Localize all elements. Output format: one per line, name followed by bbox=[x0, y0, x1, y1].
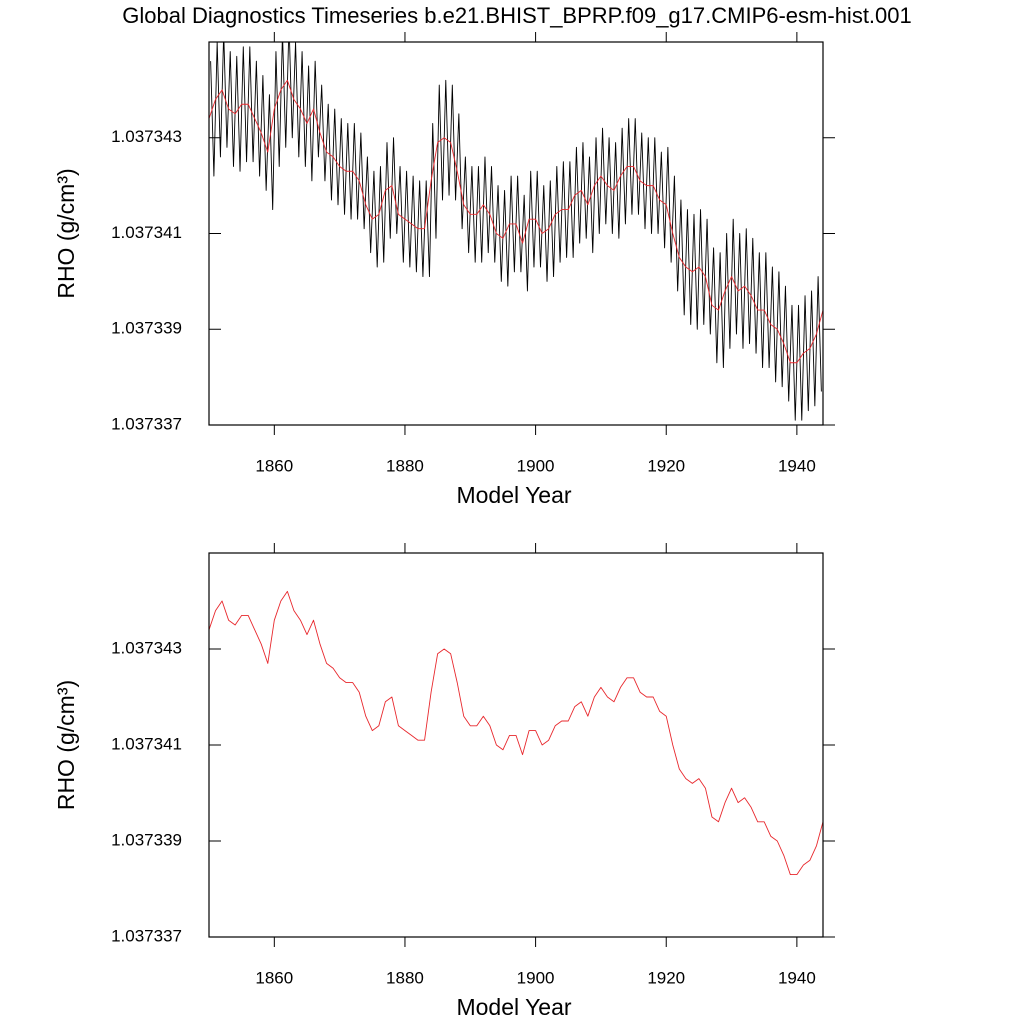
x-tick-label: 1900 bbox=[517, 968, 555, 987]
y-axis-label: RHO (g/cm³) bbox=[53, 680, 79, 810]
x-tick-label: 1880 bbox=[386, 968, 424, 987]
x-tick-label: 1900 bbox=[517, 456, 555, 475]
x-tick-label: 1920 bbox=[647, 456, 685, 475]
y-tick-label: 1.037341 bbox=[111, 734, 182, 753]
series-group bbox=[209, 42, 823, 421]
x-tick-label: 1860 bbox=[255, 968, 293, 987]
y-axis-label: RHO (g/cm³) bbox=[53, 168, 79, 298]
plot-frame bbox=[208, 552, 824, 938]
plot-panel: 1860 1880 1900 1920 1940 1.037337 1.037339 1.03… bbox=[53, 543, 835, 1020]
data-line bbox=[209, 79, 823, 364]
y-tick-label: 1.037339 bbox=[111, 830, 182, 849]
x-tick-label: 1880 bbox=[386, 456, 424, 475]
data-line bbox=[210, 42, 822, 421]
y-tick-label: 1.037337 bbox=[111, 414, 182, 433]
x-tick-label: 1920 bbox=[647, 968, 685, 987]
x-tick-label: 1940 bbox=[778, 968, 816, 987]
y-tick-label: 1.037339 bbox=[111, 319, 182, 338]
x-axis-label: Model Year bbox=[456, 994, 571, 1020]
chart-title: Global Diagnostics Timeseries b.e21.BHIS… bbox=[122, 3, 912, 28]
x-tick-label: 1860 bbox=[255, 456, 293, 475]
y-tick-label: 1.037341 bbox=[111, 223, 182, 242]
y-tick-label: 1.037343 bbox=[111, 638, 182, 657]
y-tick-label: 1.037343 bbox=[111, 127, 182, 146]
series-group bbox=[209, 590, 823, 876]
x-axis-label: Model Year bbox=[456, 482, 571, 508]
plot-panel: 1860 1880 1900 1920 1940 1.037337 1.037339 1.03… bbox=[53, 32, 835, 508]
x-tick-label: 1940 bbox=[778, 456, 816, 475]
y-tick-label: 1.037337 bbox=[111, 926, 182, 945]
data-line bbox=[209, 590, 823, 876]
plot-frame bbox=[208, 41, 824, 426]
